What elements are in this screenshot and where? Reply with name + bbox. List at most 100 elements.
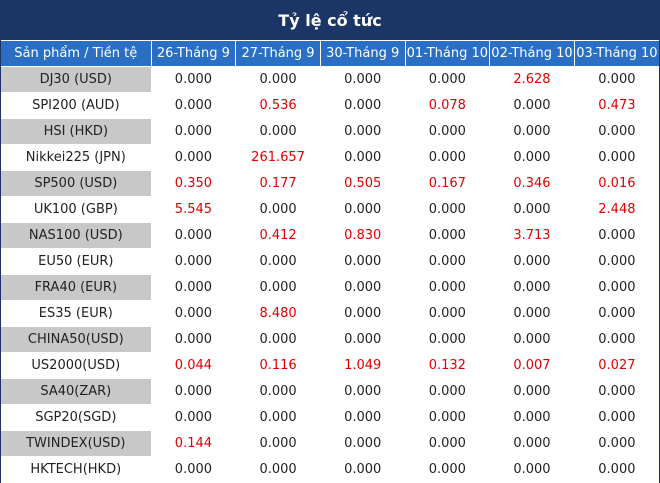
- dividend-value-cell: 0.132: [404, 352, 490, 379]
- dividend-value-cell: 0.000: [235, 326, 321, 353]
- dividend-value-cell: 0.044: [150, 352, 236, 379]
- table-row: ES35 (EUR) 0.000 8.480 0.000 0.000 0.000 0.000: [1, 300, 659, 327]
- dividend-value-cell: 0.000: [319, 274, 406, 301]
- dividend-value-cell: 0.000: [319, 456, 406, 482]
- dividend-value-cell: 0.000: [235, 430, 321, 457]
- dividend-value-cell: 0.000: [404, 222, 490, 249]
- dividend-value-cell: 0.000: [235, 66, 321, 93]
- dividend-value-cell: 0.000: [573, 248, 659, 275]
- dividend-value-cell: 0.000: [150, 118, 236, 145]
- dividend-value-cell: 8.480: [235, 300, 321, 327]
- dividend-value-cell: 0.000: [573, 66, 659, 93]
- dividend-value-cell: 0.000: [404, 118, 490, 145]
- dividend-value-cell: 0.000: [150, 378, 236, 405]
- table-row: TWINDEX(USD) 0.144 0.000 0.000 0.000 0.000 0.0…: [1, 430, 659, 457]
- dividend-value-cell: 0.000: [573, 118, 659, 145]
- dividend-value-cell: 0.000: [150, 66, 236, 93]
- product-name-cell: SA40(ZAR): [1, 378, 152, 405]
- dividend-value-cell: 0.000: [573, 378, 659, 405]
- dividend-value-cell: 0.000: [489, 92, 575, 119]
- dividend-value-cell: 2.628: [489, 66, 575, 93]
- product-name-cell: ES35 (EUR): [1, 300, 152, 327]
- product-name-cell: FRA40 (EUR): [1, 274, 152, 301]
- dividend-value-cell: 0.000: [404, 144, 490, 171]
- dividend-value-cell: 0.000: [404, 456, 490, 482]
- product-name-cell: SPI200 (AUD): [1, 92, 152, 119]
- table-row: SP500 (USD) 0.350 0.177 0.505 0.167 0.346 0.01…: [1, 170, 659, 197]
- product-name-cell: TWINDEX(USD): [1, 430, 152, 457]
- header-product: Sản phẩm / Tiền tệ: [1, 41, 152, 67]
- dividend-value-cell: 0.000: [235, 118, 321, 145]
- dividend-value-cell: 0.000: [150, 274, 236, 301]
- table-body: DJ30 (USD) 0.000 0.000 0.000 0.000 2.628 0.000…: [1, 66, 659, 482]
- dividend-value-cell: 0.000: [319, 326, 406, 353]
- table-row: Nikkei225 (JPN) 0.000 261.657 0.000 0.000 0.0…: [1, 144, 659, 171]
- dividend-value-cell: 0.000: [573, 300, 659, 327]
- dividend-value-cell: 1.049: [319, 352, 406, 379]
- dividend-value-cell: 2.448: [573, 196, 659, 223]
- dividend-value-cell: 0.000: [150, 92, 236, 119]
- product-name-cell: DJ30 (USD): [1, 66, 152, 93]
- product-name-cell: SGP20(SGD): [1, 404, 152, 431]
- dividend-value-cell: 0.000: [404, 274, 490, 301]
- header-date: 02-Tháng 10: [489, 41, 575, 67]
- dividend-value-cell: 0.078: [404, 92, 490, 119]
- dividend-value-cell: 0.000: [573, 222, 659, 249]
- dividend-value-cell: 0.000: [319, 92, 406, 119]
- dividend-value-cell: 0.000: [404, 430, 490, 457]
- dividend-value-cell: 0.000: [319, 404, 406, 431]
- dividend-value-cell: 0.000: [489, 404, 575, 431]
- dividend-value-cell: 0.000: [404, 248, 490, 275]
- dividend-value-cell: 0.000: [319, 196, 406, 223]
- table-row: SA40(ZAR) 0.000 0.000 0.000 0.000 0.000 0.000: [1, 378, 659, 405]
- dividend-value-cell: 0.000: [489, 248, 575, 275]
- product-name-cell: SP500 (USD): [1, 170, 152, 197]
- dividend-value-cell: 0.000: [150, 144, 236, 171]
- dividend-value-cell: 0.000: [489, 456, 575, 482]
- dividend-value-cell: 0.000: [404, 404, 490, 431]
- product-name-cell: EU50 (EUR): [1, 248, 152, 275]
- dividend-value-cell: 0.000: [489, 300, 575, 327]
- dividend-value-cell: 0.000: [150, 404, 236, 431]
- table-row: SGP20(SGD) 0.000 0.000 0.000 0.000 0.000 0.000: [1, 404, 659, 431]
- product-name-cell: US2000(USD): [1, 352, 152, 379]
- dividend-value-cell: 0.000: [489, 430, 575, 457]
- dividend-value-cell: 0.346: [489, 170, 575, 197]
- dividend-value-cell: 0.016: [573, 170, 659, 197]
- table-row: HKTECH(HKD) 0.000 0.000 0.000 0.000 0.000 0.00…: [1, 456, 659, 482]
- dividend-value-cell: 0.000: [150, 456, 236, 482]
- product-name-cell: CHINA50(USD): [1, 326, 152, 353]
- dividend-value-cell: 0.000: [319, 144, 406, 171]
- dividend-value-cell: 0.000: [150, 326, 236, 353]
- dividend-value-cell: 0.000: [404, 300, 490, 327]
- dividend-value-cell: 0.000: [319, 66, 406, 93]
- dividend-value-cell: 0.000: [573, 144, 659, 171]
- dividend-value-cell: 0.000: [319, 248, 406, 275]
- header-date: 03-Tháng 10: [573, 41, 659, 67]
- dividend-value-cell: 0.000: [489, 274, 575, 301]
- table-row: HSI (HKD) 0.000 0.000 0.000 0.000 0.000 0.000: [1, 118, 659, 145]
- dividend-value-cell: 5.545: [150, 196, 236, 223]
- dividend-value-cell: 0.000: [489, 378, 575, 405]
- dividend-value-cell: 3.713: [489, 222, 575, 249]
- header-date: 27-Tháng 9: [235, 41, 321, 67]
- dividend-value-cell: 0.412: [235, 222, 321, 249]
- header-date: 30-Tháng 9: [319, 41, 406, 67]
- table-row: FRA40 (EUR) 0.000 0.000 0.000 0.000 0.000 0.00…: [1, 274, 659, 301]
- dividend-value-cell: 0.000: [489, 326, 575, 353]
- dividend-value-cell: 0.000: [235, 456, 321, 482]
- table-row: EU50 (EUR) 0.000 0.000 0.000 0.000 0.000 0.000: [1, 248, 659, 275]
- dividend-value-cell: 0.000: [235, 196, 321, 223]
- table-row: UK100 (GBP) 5.545 0.000 0.000 0.000 0.000 2.44…: [1, 196, 659, 223]
- table-title: Tỷ lệ cổ tức: [1, 0, 659, 41]
- dividend-value-cell: 0.000: [489, 118, 575, 145]
- dividend-value-cell: 0.000: [319, 118, 406, 145]
- dividend-value-cell: 0.473: [573, 92, 659, 119]
- dividend-value-cell: 0.000: [573, 404, 659, 431]
- table-row: NAS100 (USD) 0.000 0.412 0.830 0.000 3.713 0.0…: [1, 222, 659, 249]
- dividend-value-cell: 0.000: [235, 404, 321, 431]
- dividend-value-cell: 0.000: [573, 430, 659, 457]
- dividend-value-cell: 0.000: [150, 248, 236, 275]
- dividend-value-cell: 0.177: [235, 170, 321, 197]
- dividend-value-cell: 0.000: [319, 378, 406, 405]
